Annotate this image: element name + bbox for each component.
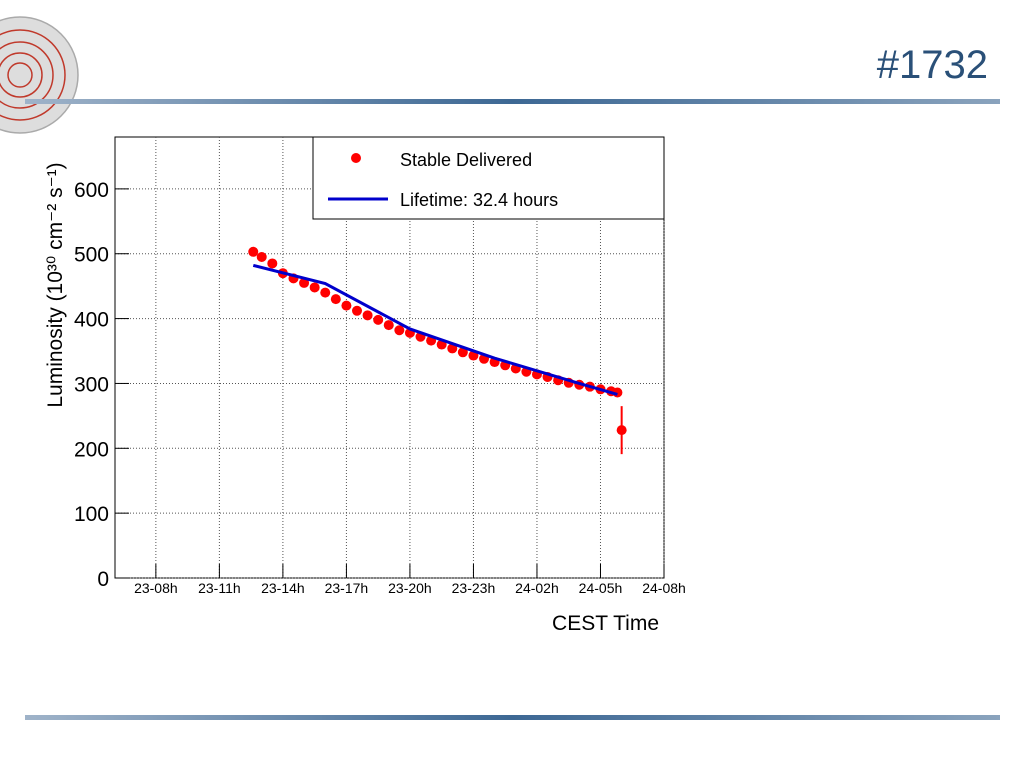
x-tick-label: 23-17h bbox=[325, 580, 369, 596]
data-point bbox=[373, 314, 384, 325]
x-tick-label: 23-20h bbox=[388, 580, 432, 596]
legend-label: Lifetime: 32.4 hours bbox=[400, 190, 558, 210]
y-tick-label: 400 bbox=[74, 309, 109, 332]
y-tick-label: 200 bbox=[74, 438, 109, 461]
x-tick-label: 23-11h bbox=[198, 580, 241, 596]
x-axis-label: CEST Time bbox=[552, 612, 659, 635]
legend-box bbox=[312, 136, 665, 220]
y-tick-label: 500 bbox=[74, 244, 109, 267]
data-point bbox=[341, 300, 352, 311]
data-point bbox=[256, 251, 267, 262]
y-tick-label: 300 bbox=[74, 373, 109, 396]
x-tick-label: 23-23h bbox=[452, 580, 496, 596]
data-point bbox=[267, 258, 278, 269]
legend-marker bbox=[351, 153, 361, 163]
data-point bbox=[320, 287, 331, 298]
x-tick-label: 23-08h bbox=[134, 580, 178, 596]
header-rule bbox=[25, 99, 1000, 104]
data-point bbox=[383, 320, 394, 331]
x-tick-label: 24-05h bbox=[579, 580, 623, 596]
y-tick-label: 600 bbox=[74, 179, 109, 202]
data-point bbox=[362, 310, 373, 321]
legend-label: Stable Delivered bbox=[400, 150, 532, 170]
x-tick-label: 23-14h bbox=[261, 580, 305, 596]
data-point bbox=[457, 347, 468, 358]
plot: 0 100 200 300 400 500 600 23-08h 23-11h 23-14h 23-… bbox=[74, 137, 686, 596]
y-tick-label: 100 bbox=[74, 503, 109, 526]
y-axis-label: Luminosity (10³⁰ cm⁻² s⁻¹) bbox=[44, 162, 67, 407]
legend: Stable Delivered Lifetime: 32.4 hours bbox=[312, 136, 665, 220]
y-tick-label: 0 bbox=[97, 568, 109, 591]
footer-rule bbox=[25, 715, 1000, 720]
x-tick-label: 24-02h bbox=[515, 580, 559, 596]
fit-line bbox=[252, 263, 618, 396]
data-point bbox=[309, 282, 320, 293]
x-tick-label: 24-08h bbox=[642, 580, 686, 596]
data-point bbox=[248, 246, 259, 257]
logo bbox=[0, 16, 79, 134]
slide-title: #1732 bbox=[877, 43, 988, 87]
data-point bbox=[394, 325, 405, 336]
data-point bbox=[352, 305, 363, 316]
data-point bbox=[330, 294, 341, 305]
data-point bbox=[299, 277, 310, 288]
data-point bbox=[616, 425, 627, 436]
